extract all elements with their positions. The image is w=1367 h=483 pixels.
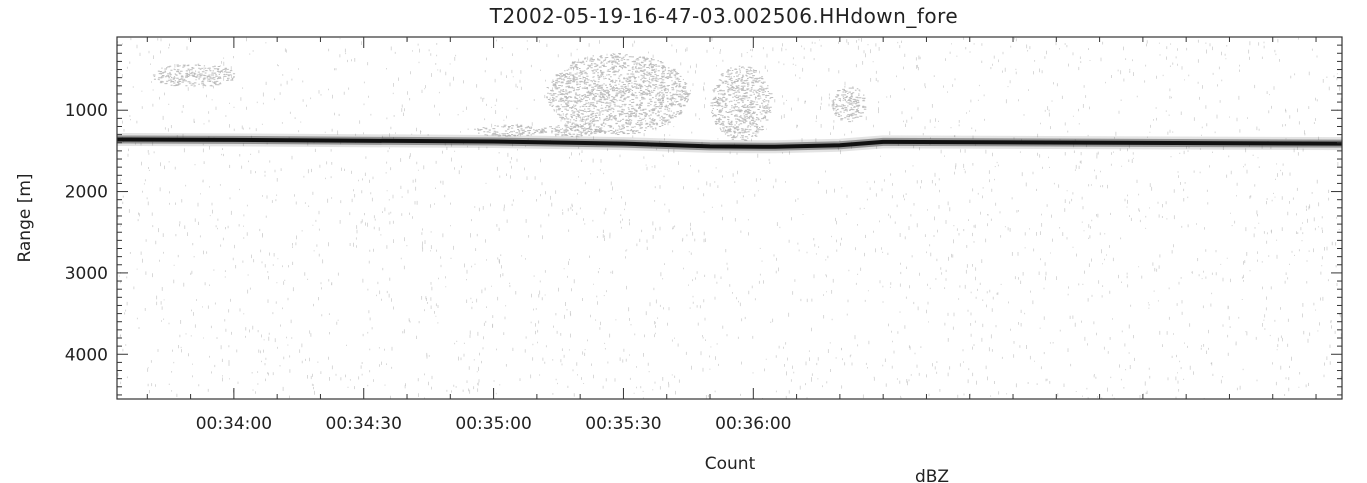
clutter-patch	[474, 124, 545, 137]
plot-area	[117, 37, 1342, 399]
x-tick-label: 00:34:30	[326, 414, 402, 434]
y-axis-label: Range [m]	[15, 173, 35, 262]
y-tick-label: 3000	[65, 264, 108, 284]
clutter-patch	[546, 53, 691, 135]
x-tick-label: 00:35:30	[585, 414, 661, 434]
clutter-patch	[831, 86, 867, 123]
y-tick-label: 1000	[65, 101, 108, 121]
y-tick-label: 2000	[65, 183, 108, 203]
x-axis-label: Count	[705, 454, 756, 474]
chart-title: T2002-05-19-16-47-03.002506.HHdown_fore	[489, 4, 958, 28]
x-tick-label: 00:34:00	[196, 414, 272, 434]
x-axis: 00:34:00 00:34:30 00:35:00 00:35:30 00:36:00	[146, 37, 1317, 434]
clutter-patch	[152, 63, 236, 87]
y-axis: 1000 2000 3000 4000	[65, 36, 1342, 396]
clutter-patch	[710, 65, 774, 141]
clutter-patch	[537, 124, 603, 138]
y-tick-label: 4000	[65, 345, 108, 365]
plot-frame	[116, 36, 1343, 400]
x-tick-label: 00:36:00	[715, 414, 791, 434]
noise-speckle	[117, 37, 1342, 399]
x-tick-label: 00:35:00	[455, 414, 531, 434]
colorbar-label: dBZ	[915, 467, 949, 483]
surface-echo-core	[117, 137, 1342, 149]
